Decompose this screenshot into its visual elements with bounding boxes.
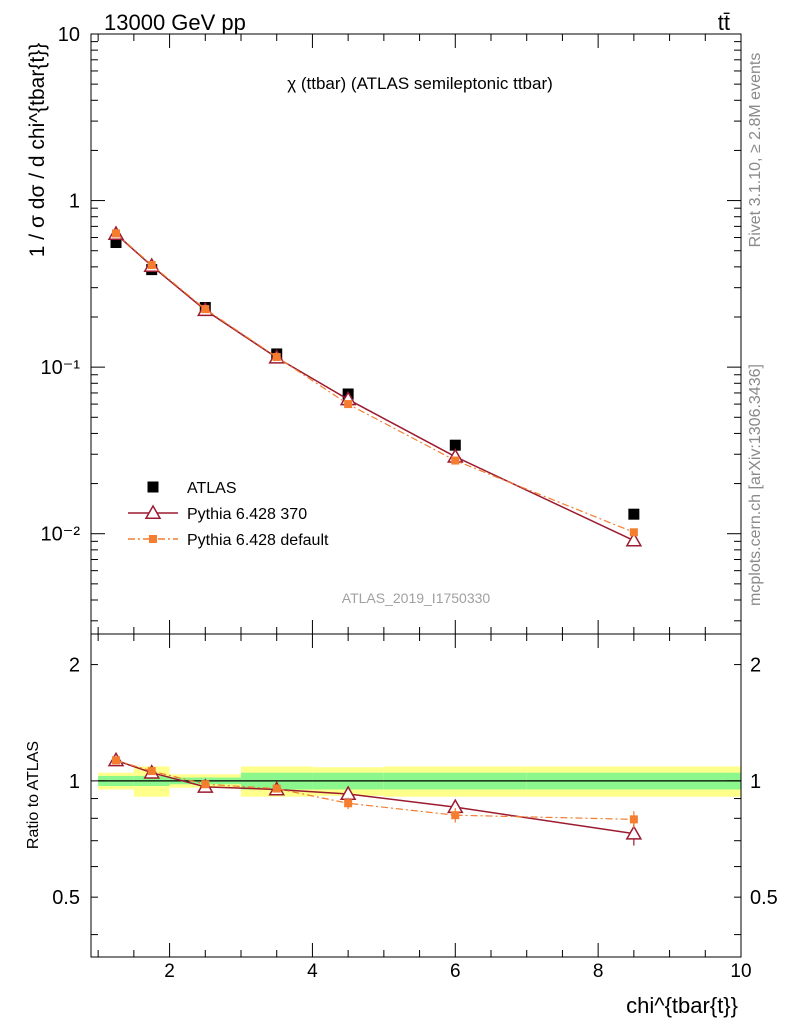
x-tick-label: 2 (164, 961, 175, 982)
legend-marker (144, 504, 162, 519)
legend-marker (147, 481, 159, 493)
x-tick-label: 6 (450, 961, 461, 982)
header-right-label: tt̄ (718, 10, 730, 35)
ratio-data-point (272, 784, 281, 793)
legend-label: Pythia 6.428 370 (187, 506, 307, 523)
legend-label: Pythia 6.428 default (187, 532, 329, 549)
data-point (625, 532, 643, 547)
mcplots-label: mcplots.cern.ch [arXiv:1306.3436] (747, 364, 764, 606)
ratio-plot-frame (90, 633, 742, 958)
ratio-y-axis-label: Ratio to ATLAS (25, 741, 42, 849)
ratio-data-point (147, 767, 156, 776)
legend-label: ATLAS (187, 480, 237, 497)
y-tick-label: 1 (69, 191, 80, 213)
x-tick-label: 10 (730, 961, 751, 982)
y-tick-label: 10⁻² (41, 524, 81, 546)
y-tick-label: 0.5 (52, 887, 80, 909)
data-point (451, 456, 460, 465)
ratio-data-point (112, 756, 120, 765)
main-plot-title: χ (ttbar) (ATLAS semileptonic ttbar) (287, 74, 553, 93)
data-point (628, 508, 640, 520)
ratio-series-layer (107, 751, 643, 846)
header-left-label: 13000 GeV pp (104, 10, 246, 35)
legend-marker (149, 535, 157, 543)
main-axis-ticks: 10 1 10⁻¹ 10⁻² (41, 24, 742, 634)
y-tick-label: 1 (69, 771, 80, 793)
ratio-axis-ticks: 2 4 6 8 10 0.5 0.5 1 1 2 2 (52, 634, 778, 982)
data-point (449, 439, 461, 451)
y-tick-label: 10 (58, 24, 80, 46)
data-point (272, 353, 281, 362)
ratio-data-point (625, 825, 643, 840)
data-point (201, 305, 210, 314)
data-point (147, 261, 156, 270)
data-point (110, 237, 122, 249)
main-watermark: ATLAS_2019_I1750330 (342, 590, 491, 606)
legend: ATLAS Pythia 6.428 370 Pythia 6.428 defaul… (128, 480, 329, 549)
main-y-axis-label: 1 / σ dσ / d chi^{tbar{t}} (26, 43, 49, 257)
data-point (344, 400, 353, 409)
y-tick-label-right: 0.5 (750, 887, 778, 909)
x-tick-label: 8 (593, 961, 604, 982)
ratio-data-point (344, 799, 353, 808)
ratio-data-point (201, 780, 210, 789)
y-tick-label-right: 2 (750, 655, 761, 677)
main-plot: χ (ttbar) (ATLAS semileptonic ttbar) 1 /… (26, 24, 742, 635)
x-tick-label: 4 (307, 961, 318, 982)
y-tick-label: 10⁻¹ (41, 357, 81, 379)
ratio-data-point (451, 811, 460, 820)
x-axis-label: chi^{tbar{t}} (626, 993, 738, 1018)
rivet-label: Rivet 3.1.10, ≥ 2.8M events (747, 53, 764, 248)
ratio-plot: 2 4 6 8 10 0.5 0.5 1 1 2 2 Ratio to ATLAS chi^{tba… (25, 633, 778, 1018)
data-point (112, 229, 120, 238)
y-tick-label: 2 (69, 655, 80, 677)
data-point (629, 528, 638, 537)
ratio-data-point (629, 815, 638, 824)
main-series-layer (107, 225, 643, 547)
y-tick-label-right: 1 (750, 771, 761, 793)
